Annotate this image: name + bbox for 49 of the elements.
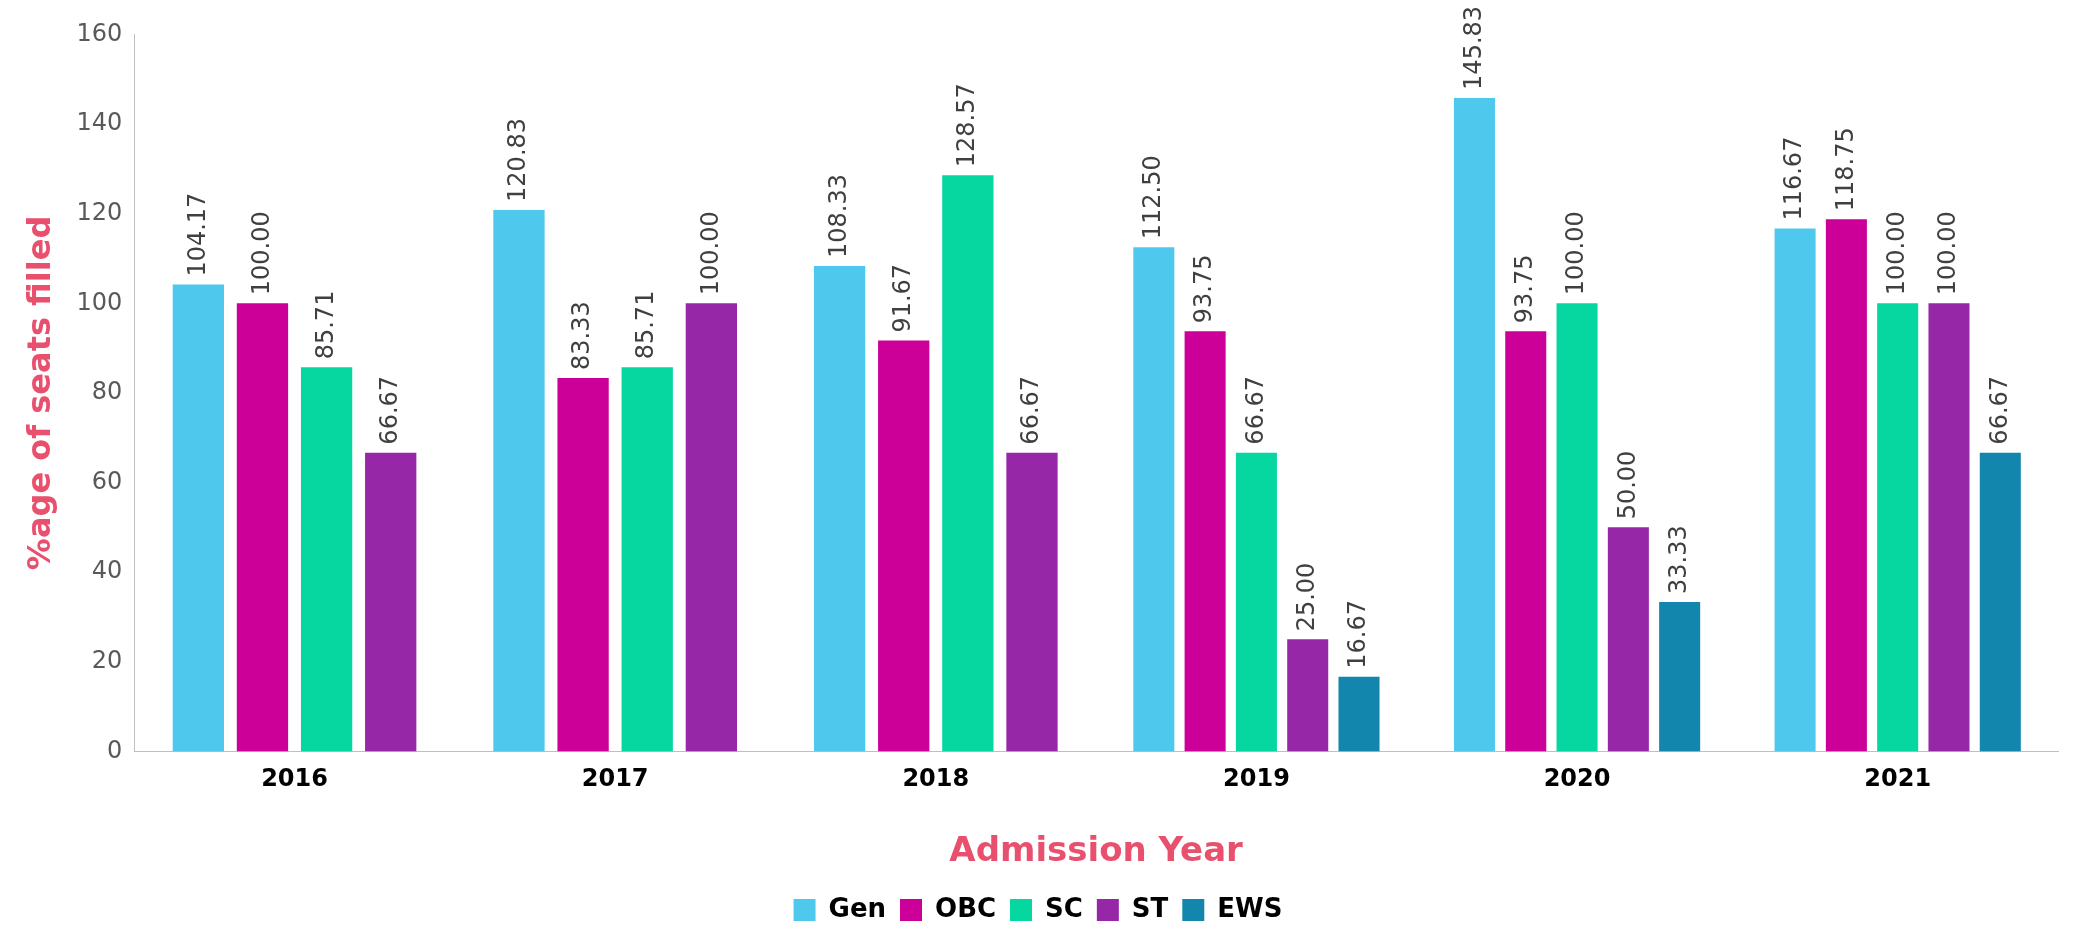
data-label: 100.00 — [1561, 211, 1590, 296]
x-tick-label: 2017 — [581, 764, 649, 793]
y-tick-label: 160 — [76, 18, 123, 47]
legend-label: EWS — [1217, 892, 1283, 923]
y-tick-label: 40 — [91, 556, 123, 585]
data-label: 50.00 — [1612, 450, 1641, 520]
x-tick-label: 2019 — [1223, 764, 1290, 793]
y-tick-label: 0 — [106, 735, 123, 764]
data-label: 85.71 — [631, 290, 660, 360]
y-tick-label: 100 — [76, 287, 123, 316]
data-label: 128.57 — [952, 83, 981, 168]
data-label: 85.71 — [310, 290, 339, 360]
data-label: 100.00 — [1881, 211, 1910, 296]
x-tick-label: 2021 — [1864, 764, 1932, 793]
data-label: 91.67 — [887, 263, 916, 333]
legend-label: ST — [1131, 892, 1169, 923]
y-tick-label: 20 — [91, 646, 123, 675]
data-label: 25.00 — [1291, 562, 1320, 632]
y-axis-title: %age of seats filled — [19, 215, 58, 571]
data-label: 16.67 — [1343, 599, 1372, 669]
data-label: 66.67 — [1016, 375, 1045, 445]
y-tick-label: 60 — [91, 466, 123, 495]
data-label: 100.00 — [246, 211, 275, 296]
x-axis-title: Admission Year — [949, 829, 1244, 870]
data-label: 66.67 — [1984, 375, 2013, 445]
data-label: 145.83 — [1458, 5, 1487, 90]
data-label: 118.75 — [1830, 127, 1859, 212]
data-label: 100.00 — [1933, 211, 1962, 296]
y-tick-label: 80 — [91, 377, 123, 406]
data-label: 116.67 — [1779, 136, 1808, 221]
data-label: 112.50 — [1138, 155, 1167, 240]
data-label: 33.33 — [1663, 525, 1692, 595]
data-label: 108.33 — [823, 173, 852, 258]
data-label: 83.33 — [567, 301, 596, 370]
legend-label: Gen — [828, 892, 887, 923]
data-label: 100.00 — [695, 211, 724, 296]
data-label: 93.75 — [1509, 254, 1538, 324]
y-tick-label: 120 — [76, 197, 123, 226]
data-label: 66.67 — [374, 375, 403, 445]
data-label: 93.75 — [1189, 254, 1218, 324]
x-tick-label: 2018 — [902, 764, 970, 793]
x-tick-label: 2020 — [1543, 764, 1611, 793]
data-label: 104.17 — [182, 192, 211, 277]
data-label: 120.83 — [503, 117, 532, 202]
y-tick-label: 140 — [76, 108, 123, 137]
legend-label: SC — [1045, 892, 1083, 923]
x-tick-label: 2016 — [261, 764, 328, 793]
data-label: 66.67 — [1240, 375, 1269, 445]
legend-label: OBC — [935, 892, 997, 923]
